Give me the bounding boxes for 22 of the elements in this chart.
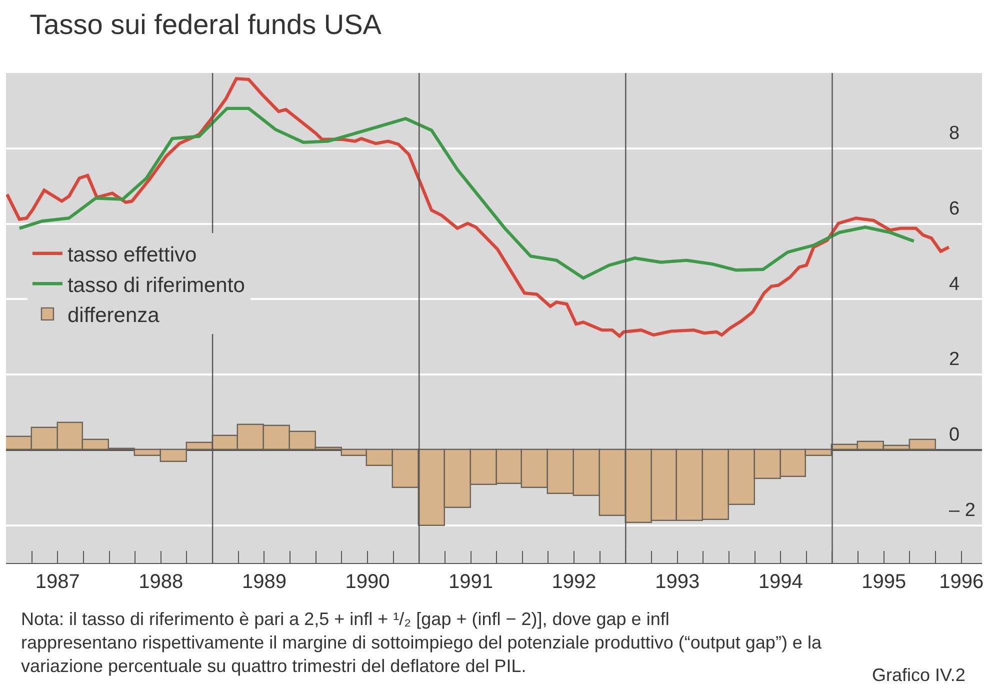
x-tick-label: 1995 — [862, 571, 906, 593]
text: Grafico IV.2 — [872, 665, 966, 685]
y-tick-label: 4 — [949, 274, 960, 295]
x-tick-label: 1996 — [939, 571, 984, 593]
legend-label: tasso di riferimento — [67, 274, 245, 297]
legend-label: differenza — [67, 304, 160, 328]
x-tick-label: 1987 — [35, 571, 80, 593]
y-tick-label: 2 — [949, 349, 960, 370]
x-tick-label: 1990 — [345, 571, 390, 593]
y-tick-label: 0 — [949, 424, 960, 446]
x-tick-label: 1988 — [138, 571, 184, 593]
text: Nota: il tasso di riferimento è pari a 2,5 + infl + ¹/₂ [gap + (infl − 2)], dove gap e infl rappresentano rispettivamente il margine di sottoimpiego del potenziale produttivo (“output gap”) e la variazione percentuale su quattro trimestri del deflatore del PIL. — [21, 609, 822, 676]
x-tick-label: 1989 — [242, 571, 286, 593]
chart-title: Tasso sui federal funds USA — [30, 9, 382, 40]
x-tick-label: 1993 — [655, 571, 700, 593]
x-tick-label: 1991 — [448, 571, 494, 593]
x-tick-label: 1994 — [758, 571, 803, 593]
x-tick-label: 1992 — [552, 571, 596, 593]
y-tick-label: – 2 — [949, 500, 976, 521]
legend-label: tasso effettivo — [67, 244, 197, 267]
y-tick-label: 6 — [949, 198, 960, 220]
y-tick-label: 8 — [949, 123, 960, 144]
